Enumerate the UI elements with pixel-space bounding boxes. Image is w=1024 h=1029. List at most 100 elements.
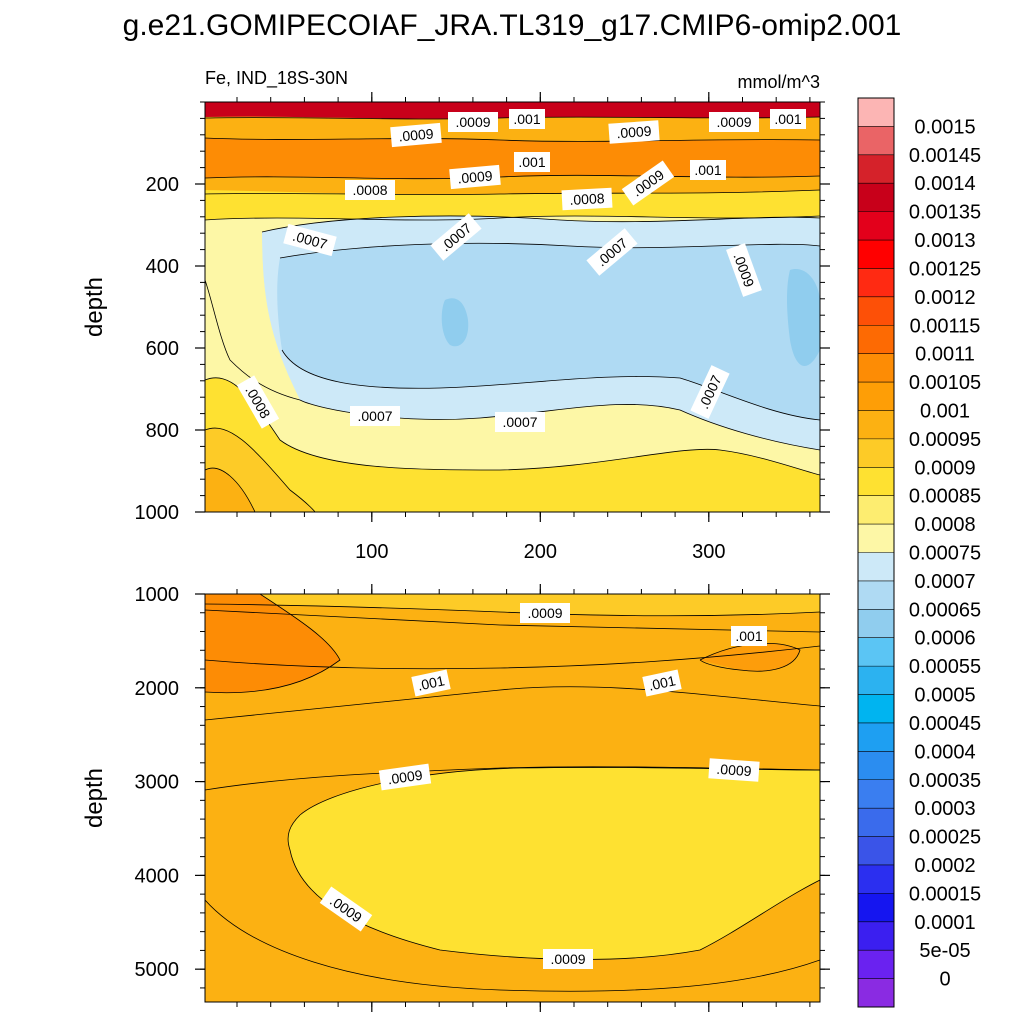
upper-contour-label: .001 <box>774 111 801 127</box>
colorbar-swatch <box>858 893 894 923</box>
colorbar-swatch <box>858 183 894 213</box>
upper-contour-fill <box>205 102 820 512</box>
upper-band-left-column <box>205 220 300 400</box>
colorbar-level-label: 0.0007 <box>914 571 975 593</box>
colorbar-swatch <box>858 98 894 127</box>
upper-contour-line-13 <box>205 279 301 401</box>
lower-contour-label: .0009 <box>716 761 752 779</box>
upper-contour-line-2 <box>205 137 820 142</box>
lower-panel: 1000 2000 3000 4000 5000 depth .0009 .001 .0… <box>81 584 830 1012</box>
colorbar-swatch <box>858 609 894 639</box>
colorbar-level-label: 0.00085 <box>909 486 981 508</box>
lower-contour-line-10 <box>205 899 820 992</box>
colorbar-level-label: 0.0003 <box>914 798 975 820</box>
upper-contour-line-11 <box>205 427 316 512</box>
colorbar-level-label: 0.0015 <box>914 116 975 138</box>
upper-contour-line-4 <box>205 189 820 195</box>
colorbar-level-label: 0.00015 <box>909 883 981 905</box>
upper-panel: Fe, IND_18S-30N mmol/m^3 <box>81 68 830 563</box>
colorbar-swatch <box>858 751 894 781</box>
y-tick-label: 800 <box>146 420 179 442</box>
colorbar-swatch <box>858 126 894 156</box>
lower-plot-frame <box>204 593 821 1003</box>
upper-plot-frame <box>204 101 821 513</box>
colorbar-swatch <box>858 495 894 525</box>
y-tick-label: 1000 <box>135 584 180 606</box>
lower-x-axis <box>236 584 811 1012</box>
upper-y-axis: 200 400 600 800 1000 <box>135 101 830 524</box>
upper-contour-label: .0008 <box>569 190 605 208</box>
upper-contour-label: .0007 <box>357 408 392 424</box>
lower-band-top-yellow <box>205 594 820 616</box>
colorbar-level-label: 0.00125 <box>909 258 981 280</box>
y-tick-label: 2000 <box>135 678 180 700</box>
lower-contour-label: .001 <box>416 672 446 693</box>
y-tick-label: 200 <box>146 174 179 196</box>
colorbar-level-label: 0.00135 <box>909 202 981 224</box>
lower-contour-line-4 <box>205 645 820 670</box>
lower-band-gold-mid <box>205 686 820 790</box>
colorbar-level-label: 0.00065 <box>909 599 981 621</box>
upper-blue-patch-1 <box>441 298 469 347</box>
colorbar-level-label: 0.00145 <box>909 145 981 167</box>
x-tick-label: 300 <box>692 541 725 563</box>
upper-x-axis: 100 200 300 <box>236 92 811 563</box>
colorbar-swatch <box>858 524 894 553</box>
colorbar-swatch <box>858 921 894 951</box>
chart-title: g.e21.GOMIPECOIAF_JRA.TL319_g17.CMIP6-om… <box>123 9 902 42</box>
colorbar-swatch <box>858 296 894 326</box>
lower-band-orange-right <box>700 643 800 672</box>
colorbar-swatch <box>858 808 894 838</box>
upper-contour-label: .0008 <box>352 182 387 198</box>
colorbar-level-label: 0.0012 <box>914 287 975 309</box>
upper-band-yellow-a <box>205 190 820 220</box>
upper-contour-line-7 <box>279 242 820 259</box>
colorbar-swatch <box>858 211 894 241</box>
colorbar-level-label: 0.0011 <box>915 344 975 366</box>
colorbar-level-label: 0.00075 <box>909 543 981 565</box>
x-tick-label: 200 <box>524 541 557 563</box>
upper-band-yellow-bottom <box>205 377 820 512</box>
colorbar-swatch <box>858 580 894 610</box>
colorbar-level-label: 0.0004 <box>914 741 975 763</box>
colorbar-level-label: 5e-05 <box>919 940 970 962</box>
upper-y-axis-label: depth <box>81 277 108 337</box>
colorbar-level-label: 0.0009 <box>914 457 975 479</box>
colorbar-swatch <box>858 382 894 411</box>
colorbar-level-label: 0.0014 <box>914 173 975 195</box>
x-tick-label: 100 <box>355 541 388 563</box>
colorbar-swatch <box>858 154 894 184</box>
colorbar-swatch <box>858 353 894 383</box>
colorbar-swatch <box>858 694 894 724</box>
upper-band-orange-b <box>205 138 820 179</box>
upper-contour-line-12 <box>205 467 256 512</box>
upper-contour-label: .0009 <box>455 114 490 130</box>
upper-contour-line-6 <box>261 215 820 233</box>
colorbar-level-label: 0.00055 <box>909 656 981 678</box>
colorbar-level-label: 0.0002 <box>914 855 975 877</box>
colorbar-swatch <box>858 836 894 866</box>
lower-contour-label: .001 <box>647 672 677 693</box>
units-label: mmol/m^3 <box>738 72 820 92</box>
colorbar-swatch <box>858 467 894 497</box>
y-tick-label: 400 <box>146 256 179 278</box>
lower-contour-line-9 <box>287 814 820 960</box>
y-tick-label: 3000 <box>135 772 180 794</box>
lower-y-axis: 1000 2000 3000 4000 5000 <box>135 584 830 989</box>
y-tick-label: 5000 <box>135 959 180 981</box>
upper-band-gold-bottom-2 <box>205 468 255 512</box>
colorbar-level-label: 0.00035 <box>909 770 981 792</box>
colorbar-level-label: 0.0001 <box>914 912 975 934</box>
lower-contour-line-1 <box>205 603 820 617</box>
colorbar-swatch <box>858 637 894 667</box>
lower-contour-label: .0009 <box>387 767 424 788</box>
upper-band-mid-blue <box>277 243 820 420</box>
colorbar: 0.0015 0.00145 0.0014 0.00135 0.0013 0.00125 0… <box>857 97 981 1008</box>
upper-contour-label: .0009 <box>398 125 435 144</box>
colorbar-swatch <box>858 950 894 980</box>
colorbar-swatch <box>858 666 894 696</box>
colorbar-level-label: 0.001 <box>920 400 970 422</box>
upper-contour-line-5 <box>205 215 820 221</box>
